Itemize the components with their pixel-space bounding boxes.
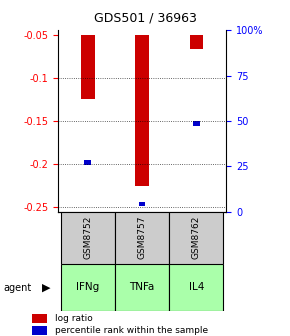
Text: GSM8762: GSM8762 (192, 216, 201, 259)
Bar (115, 212, 169, 264)
Bar (61, 264, 115, 311)
Bar (81, 35, 95, 99)
Bar (84, 160, 91, 165)
Bar (32, 313, 47, 323)
Bar (32, 326, 47, 335)
Text: GSM8752: GSM8752 (83, 216, 92, 259)
Text: ▶: ▶ (42, 283, 51, 293)
Text: percentile rank within the sample: percentile rank within the sample (55, 326, 208, 335)
Bar (135, 35, 149, 186)
Text: GDS501 / 36963: GDS501 / 36963 (94, 12, 196, 25)
Text: IFNg: IFNg (76, 282, 99, 292)
Bar (61, 212, 115, 264)
Text: agent: agent (3, 283, 31, 293)
Bar (169, 212, 224, 264)
Text: GSM8757: GSM8757 (137, 216, 147, 259)
Bar (115, 264, 169, 311)
Text: TNFa: TNFa (129, 282, 155, 292)
Text: log ratio: log ratio (55, 313, 92, 323)
Bar (193, 121, 200, 126)
Text: IL4: IL4 (189, 282, 204, 292)
Bar (190, 35, 203, 49)
Bar (169, 264, 224, 311)
Bar (139, 202, 146, 206)
